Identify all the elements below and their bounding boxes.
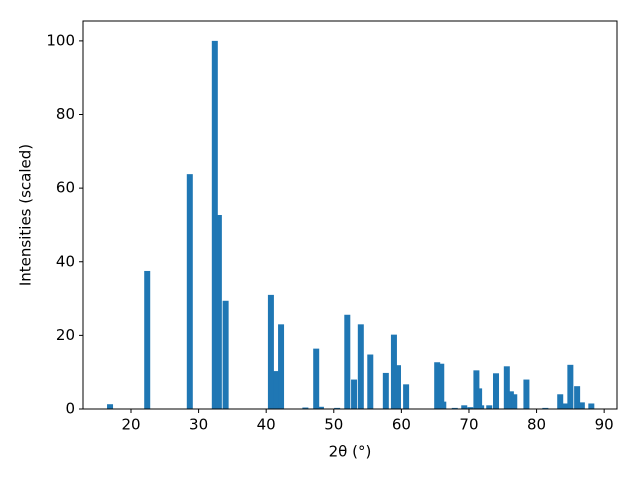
x-tick-label: 60: [392, 416, 411, 434]
bar: [390, 334, 397, 409]
bar: [451, 407, 458, 409]
bar: [588, 403, 595, 409]
bar: [344, 314, 351, 409]
bar: [578, 402, 585, 409]
bar: [144, 270, 151, 409]
x-tick-label: 80: [527, 416, 546, 434]
bar: [574, 386, 581, 409]
plot-frame: [82, 20, 618, 410]
x-tick-label: 70: [459, 416, 478, 434]
bar: [186, 174, 193, 409]
x-tick-label: 30: [189, 416, 208, 434]
bar: [394, 365, 401, 409]
bar: [511, 394, 518, 409]
y-axis-label: Intensities (scaled): [17, 144, 35, 286]
bar: [557, 394, 564, 409]
x-axis-label: 2θ (°): [329, 443, 372, 461]
y-tick-label: 40: [56, 252, 75, 270]
bar: [302, 407, 309, 409]
bar: [334, 407, 341, 409]
bar: [367, 354, 374, 409]
x-tick-label: 20: [121, 416, 140, 434]
bar: [278, 324, 285, 409]
bar: [478, 405, 485, 409]
bar: [461, 405, 468, 409]
bar: [211, 40, 218, 409]
y-tick-label: 60: [56, 179, 75, 197]
bar: [542, 407, 549, 409]
x-tick-label: 50: [324, 416, 343, 434]
bar: [467, 407, 474, 409]
bar: [523, 379, 530, 409]
bar: [267, 294, 274, 409]
bar: [440, 401, 447, 409]
bar: [222, 300, 229, 409]
y-tick-label: 80: [56, 105, 75, 123]
bar: [493, 373, 500, 409]
bar: [561, 403, 568, 409]
bar: [476, 388, 483, 409]
bar: [317, 406, 324, 409]
bar: [357, 324, 364, 409]
bar: [107, 404, 114, 409]
bar: [438, 363, 445, 409]
bar: [403, 384, 410, 409]
y-tick-label: 20: [56, 326, 75, 344]
bar: [382, 372, 389, 409]
bar: [351, 379, 358, 409]
y-tick-label: 100: [46, 31, 75, 49]
bar: [503, 366, 510, 409]
bar: [273, 371, 280, 409]
x-tick-label: 90: [595, 416, 614, 434]
bar: [215, 215, 222, 409]
x-tick-label: 40: [257, 416, 276, 434]
bar: [567, 364, 574, 409]
y-tick-label: 0: [65, 400, 75, 418]
bar: [486, 405, 493, 409]
bar: [507, 391, 514, 409]
bar: [313, 348, 320, 409]
bar: [434, 362, 441, 409]
